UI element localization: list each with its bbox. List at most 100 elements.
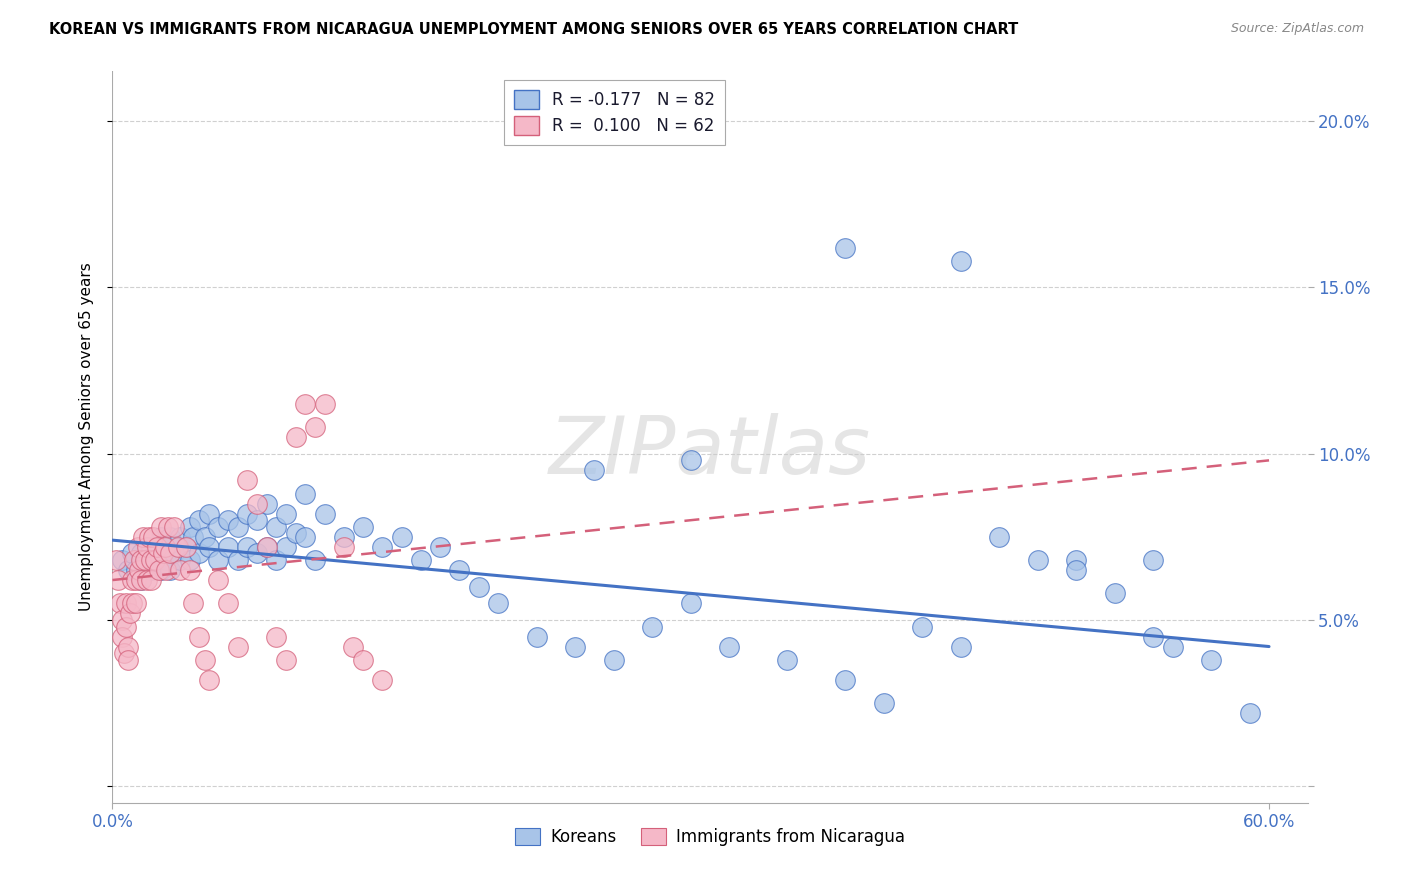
Point: [1064, 563, 1087, 577]
Point: [246, 513, 269, 527]
Point: [152, 546, 174, 560]
Point: [148, 563, 170, 577]
Point: [236, 540, 259, 554]
Point: [149, 530, 172, 544]
Point: [256, 540, 278, 554]
Point: [207, 573, 229, 587]
Point: [1142, 630, 1164, 644]
Point: [274, 653, 297, 667]
Point: [117, 563, 139, 577]
Point: [121, 573, 143, 587]
Point: [115, 596, 138, 610]
Point: [294, 486, 316, 500]
Point: [1199, 653, 1222, 667]
Point: [183, 596, 205, 610]
Point: [149, 520, 172, 534]
Point: [157, 520, 180, 534]
Point: [122, 553, 145, 567]
Point: [131, 546, 153, 560]
Point: [155, 563, 177, 577]
Point: [188, 630, 211, 644]
Point: [1161, 640, 1184, 654]
Point: [467, 580, 489, 594]
Point: [1239, 706, 1261, 720]
Point: [139, 553, 162, 567]
Point: [131, 573, 153, 587]
Point: [449, 563, 471, 577]
Point: [217, 596, 239, 610]
Point: [169, 530, 191, 544]
Point: [107, 573, 129, 587]
Point: [163, 546, 186, 560]
Point: [217, 513, 239, 527]
Point: [143, 553, 166, 567]
Point: [679, 453, 702, 467]
Point: [256, 540, 278, 554]
Point: [872, 696, 894, 710]
Point: [352, 520, 374, 534]
Point: [131, 573, 153, 587]
Point: [314, 507, 336, 521]
Point: [169, 563, 191, 577]
Point: [159, 546, 181, 560]
Point: [988, 530, 1011, 544]
Point: [179, 563, 201, 577]
Point: [342, 640, 364, 654]
Point: [949, 640, 972, 654]
Point: [121, 546, 143, 560]
Point: [274, 540, 297, 554]
Point: [371, 673, 394, 687]
Point: [391, 530, 413, 544]
Point: [183, 530, 205, 544]
Point: [124, 596, 146, 610]
Point: [304, 553, 326, 567]
Point: [111, 630, 134, 644]
Point: [179, 553, 201, 567]
Point: [105, 553, 128, 567]
Point: [641, 619, 664, 633]
Point: [486, 596, 509, 610]
Point: [111, 553, 134, 567]
Point: [266, 630, 288, 644]
Point: [159, 530, 181, 544]
Point: [333, 540, 356, 554]
Point: [179, 520, 201, 534]
Point: [371, 540, 394, 554]
Point: [718, 640, 741, 654]
Point: [217, 540, 239, 554]
Point: [118, 607, 141, 621]
Point: [236, 473, 259, 487]
Point: [117, 640, 139, 654]
Point: [314, 397, 336, 411]
Point: [409, 553, 432, 567]
Point: [188, 513, 211, 527]
Point: [174, 540, 197, 554]
Point: [834, 673, 856, 687]
Point: [198, 507, 221, 521]
Point: [169, 553, 191, 567]
Point: [207, 520, 229, 534]
Point: [526, 630, 548, 644]
Point: [911, 619, 934, 633]
Point: [198, 673, 221, 687]
Point: [256, 497, 278, 511]
Point: [153, 540, 176, 554]
Point: [146, 540, 169, 554]
Point: [131, 553, 153, 567]
Point: [1064, 553, 1087, 567]
Point: [949, 253, 972, 268]
Point: [284, 430, 307, 444]
Point: [266, 520, 288, 534]
Point: [194, 530, 217, 544]
Legend: Koreans, Immigrants from Nicaragua: Koreans, Immigrants from Nicaragua: [508, 822, 912, 853]
Point: [111, 613, 134, 627]
Point: [194, 653, 217, 667]
Point: [127, 540, 149, 554]
Point: [294, 397, 316, 411]
Point: [679, 596, 702, 610]
Point: [163, 520, 186, 534]
Point: [776, 653, 799, 667]
Point: [149, 563, 172, 577]
Point: [136, 540, 159, 554]
Point: [136, 553, 159, 567]
